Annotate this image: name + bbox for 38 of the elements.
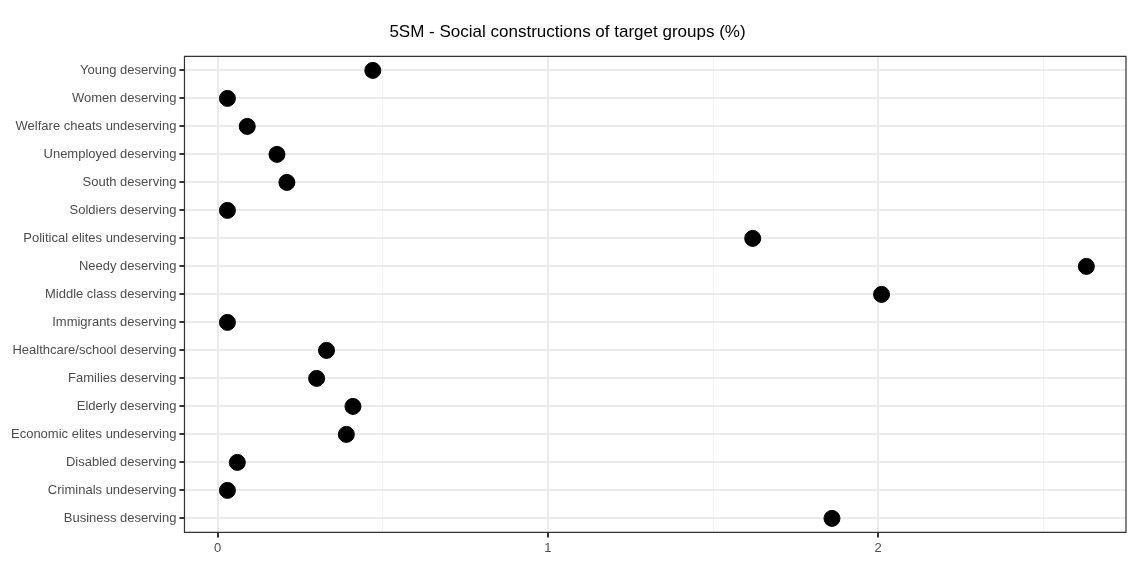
point <box>744 229 762 247</box>
x-tick-label: 1 <box>544 539 552 555</box>
point <box>337 425 355 443</box>
y-tick-label: Unemployed deserving <box>43 145 177 161</box>
point <box>268 145 286 163</box>
point <box>344 397 362 415</box>
y-tick-label: Soldiers deserving <box>69 201 177 217</box>
point <box>228 453 246 471</box>
y-tick-label: Welfare cheats undeserving <box>15 117 177 133</box>
point <box>218 313 236 331</box>
point <box>873 285 891 303</box>
chart-title: 5SM - Social constructions of target groups (%) <box>389 21 746 41</box>
y-tick-label: Middle class deserving <box>44 285 177 301</box>
y-tick-label: Elderly deserving <box>76 397 177 413</box>
y-tick-label: Needy deserving <box>78 257 177 273</box>
y-tick-label: Political elites undeserving <box>23 229 177 245</box>
point <box>1077 257 1095 275</box>
y-tick-label: Disabled deserving <box>65 453 177 469</box>
y-tick-label: Economic elites undeserving <box>10 425 177 441</box>
point <box>238 117 256 135</box>
y-tick-label: Healthcare/school deserving <box>12 341 177 357</box>
point <box>218 89 236 107</box>
point <box>823 509 841 527</box>
point <box>364 61 382 79</box>
x-tick-label: 2 <box>874 539 882 555</box>
point <box>218 481 236 499</box>
y-tick-label: Women deserving <box>71 89 177 105</box>
y-tick-label: Young deserving <box>80 61 177 77</box>
y-tick-label: Criminals undeserving <box>47 481 177 497</box>
y-tick-label: Business deserving <box>63 509 177 525</box>
y-tick-label: South deserving <box>82 173 177 189</box>
y-tick-label: Families deserving <box>68 369 177 385</box>
point <box>308 369 326 387</box>
y-tick-label: Immigrants deserving <box>52 313 177 329</box>
x-tick-label: 0 <box>213 539 222 555</box>
point <box>318 341 336 359</box>
point <box>218 201 236 219</box>
point <box>278 173 296 191</box>
